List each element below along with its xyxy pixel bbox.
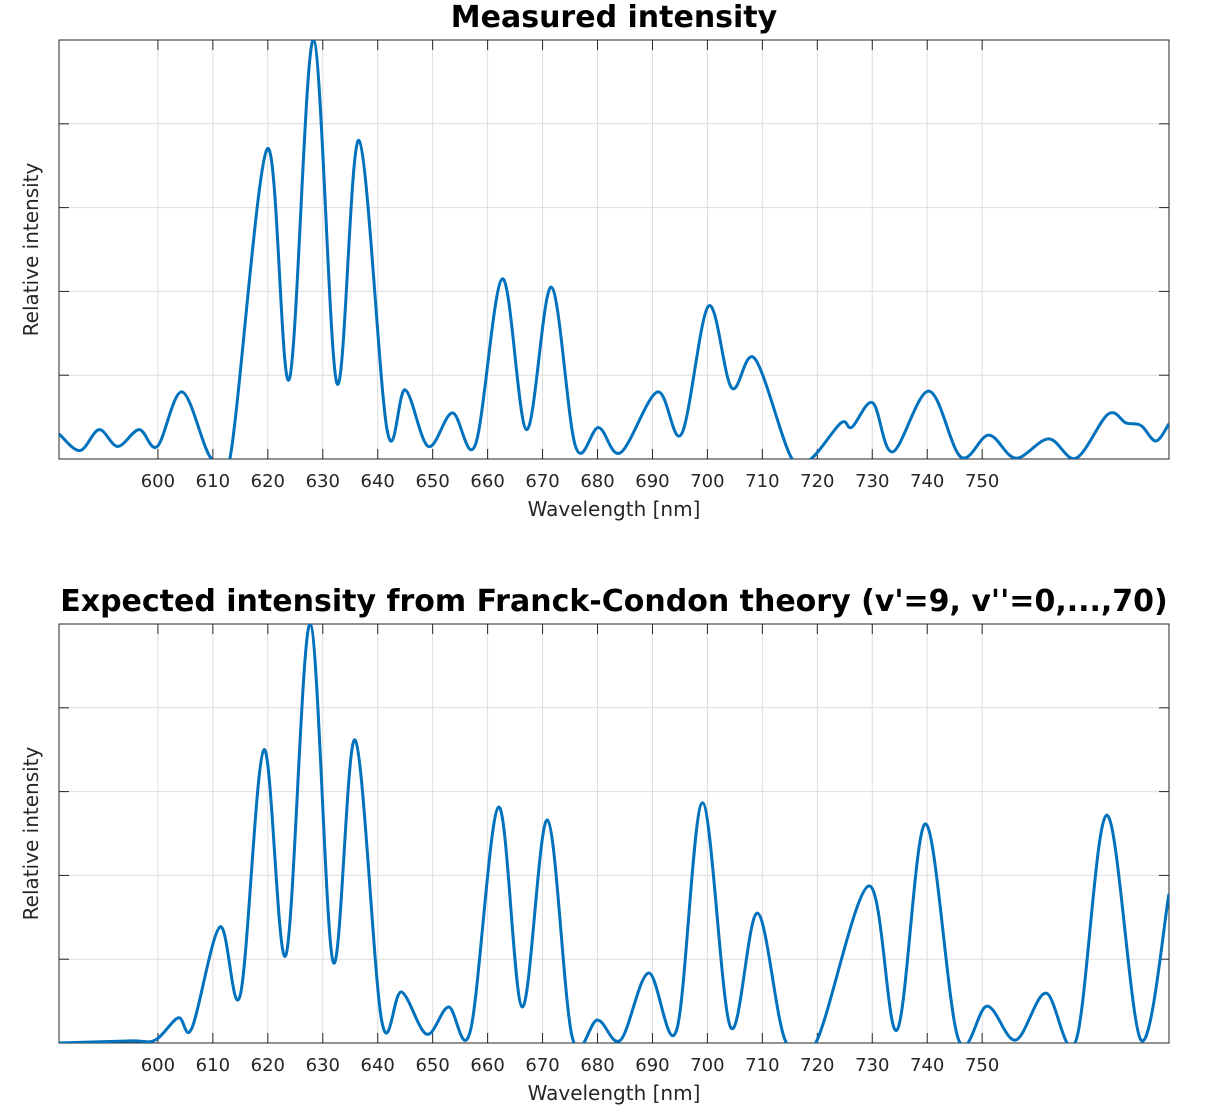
x-axis-label: Wavelength [nm] — [528, 497, 701, 521]
x-tick-label: 700 — [690, 471, 724, 492]
x-tick-label: 690 — [635, 1055, 669, 1076]
plot-frame — [58, 39, 1170, 460]
data-line — [59, 40, 1169, 459]
x-tick-label: 700 — [690, 1055, 724, 1076]
x-tick-label: 640 — [361, 471, 395, 492]
x-tick-label: 690 — [635, 471, 669, 492]
x-axis-label: Wavelength [nm] — [528, 1081, 701, 1105]
x-tick-label: 720 — [800, 1055, 834, 1076]
x-tick-label: 740 — [910, 471, 944, 492]
x-tick-label: 600 — [141, 1055, 175, 1076]
y-axis-label: Relative intensity — [19, 162, 43, 336]
x-tick-label: 630 — [306, 471, 340, 492]
x-tick-label: 650 — [415, 1055, 449, 1076]
x-tick-label: 610 — [196, 1055, 230, 1076]
x-tick-label: 650 — [415, 471, 449, 492]
x-tick-label: 620 — [251, 1055, 285, 1076]
plot-frame — [58, 623, 1170, 1044]
x-tick-label: 640 — [361, 1055, 395, 1076]
x-tick-label: 680 — [580, 1055, 614, 1076]
x-tick-label: 680 — [580, 471, 614, 492]
x-tick-label: 710 — [745, 1055, 779, 1076]
y-axis-label: Relative intensity — [19, 746, 43, 920]
x-tick-label: 630 — [306, 1055, 340, 1076]
chart-panel: Measured intensity 600 610 620 630 640 650 660 6… — [19, 0, 1170, 521]
x-tick-label: 660 — [470, 1055, 504, 1076]
chart-panel: Expected intensity from Franck-Condon th… — [19, 584, 1170, 1105]
chart-title: Expected intensity from Franck-Condon th… — [60, 584, 1168, 619]
x-tick-label: 670 — [525, 1055, 559, 1076]
x-tick-label: 730 — [855, 1055, 889, 1076]
x-tick-label: 720 — [800, 471, 834, 492]
x-tick-label: 660 — [470, 471, 504, 492]
x-tick-label: 740 — [910, 1055, 944, 1076]
x-tick-label: 710 — [745, 471, 779, 492]
x-tick-label: 600 — [141, 471, 175, 492]
x-tick-label: 620 — [251, 471, 285, 492]
x-tick-label: 750 — [965, 1055, 999, 1076]
x-tick-label: 730 — [855, 471, 889, 492]
data-line — [59, 624, 1169, 1043]
chart-title: Measured intensity — [451, 0, 778, 35]
x-tick-label: 670 — [525, 471, 559, 492]
x-tick-label: 750 — [965, 471, 999, 492]
x-tick-label: 610 — [196, 471, 230, 492]
